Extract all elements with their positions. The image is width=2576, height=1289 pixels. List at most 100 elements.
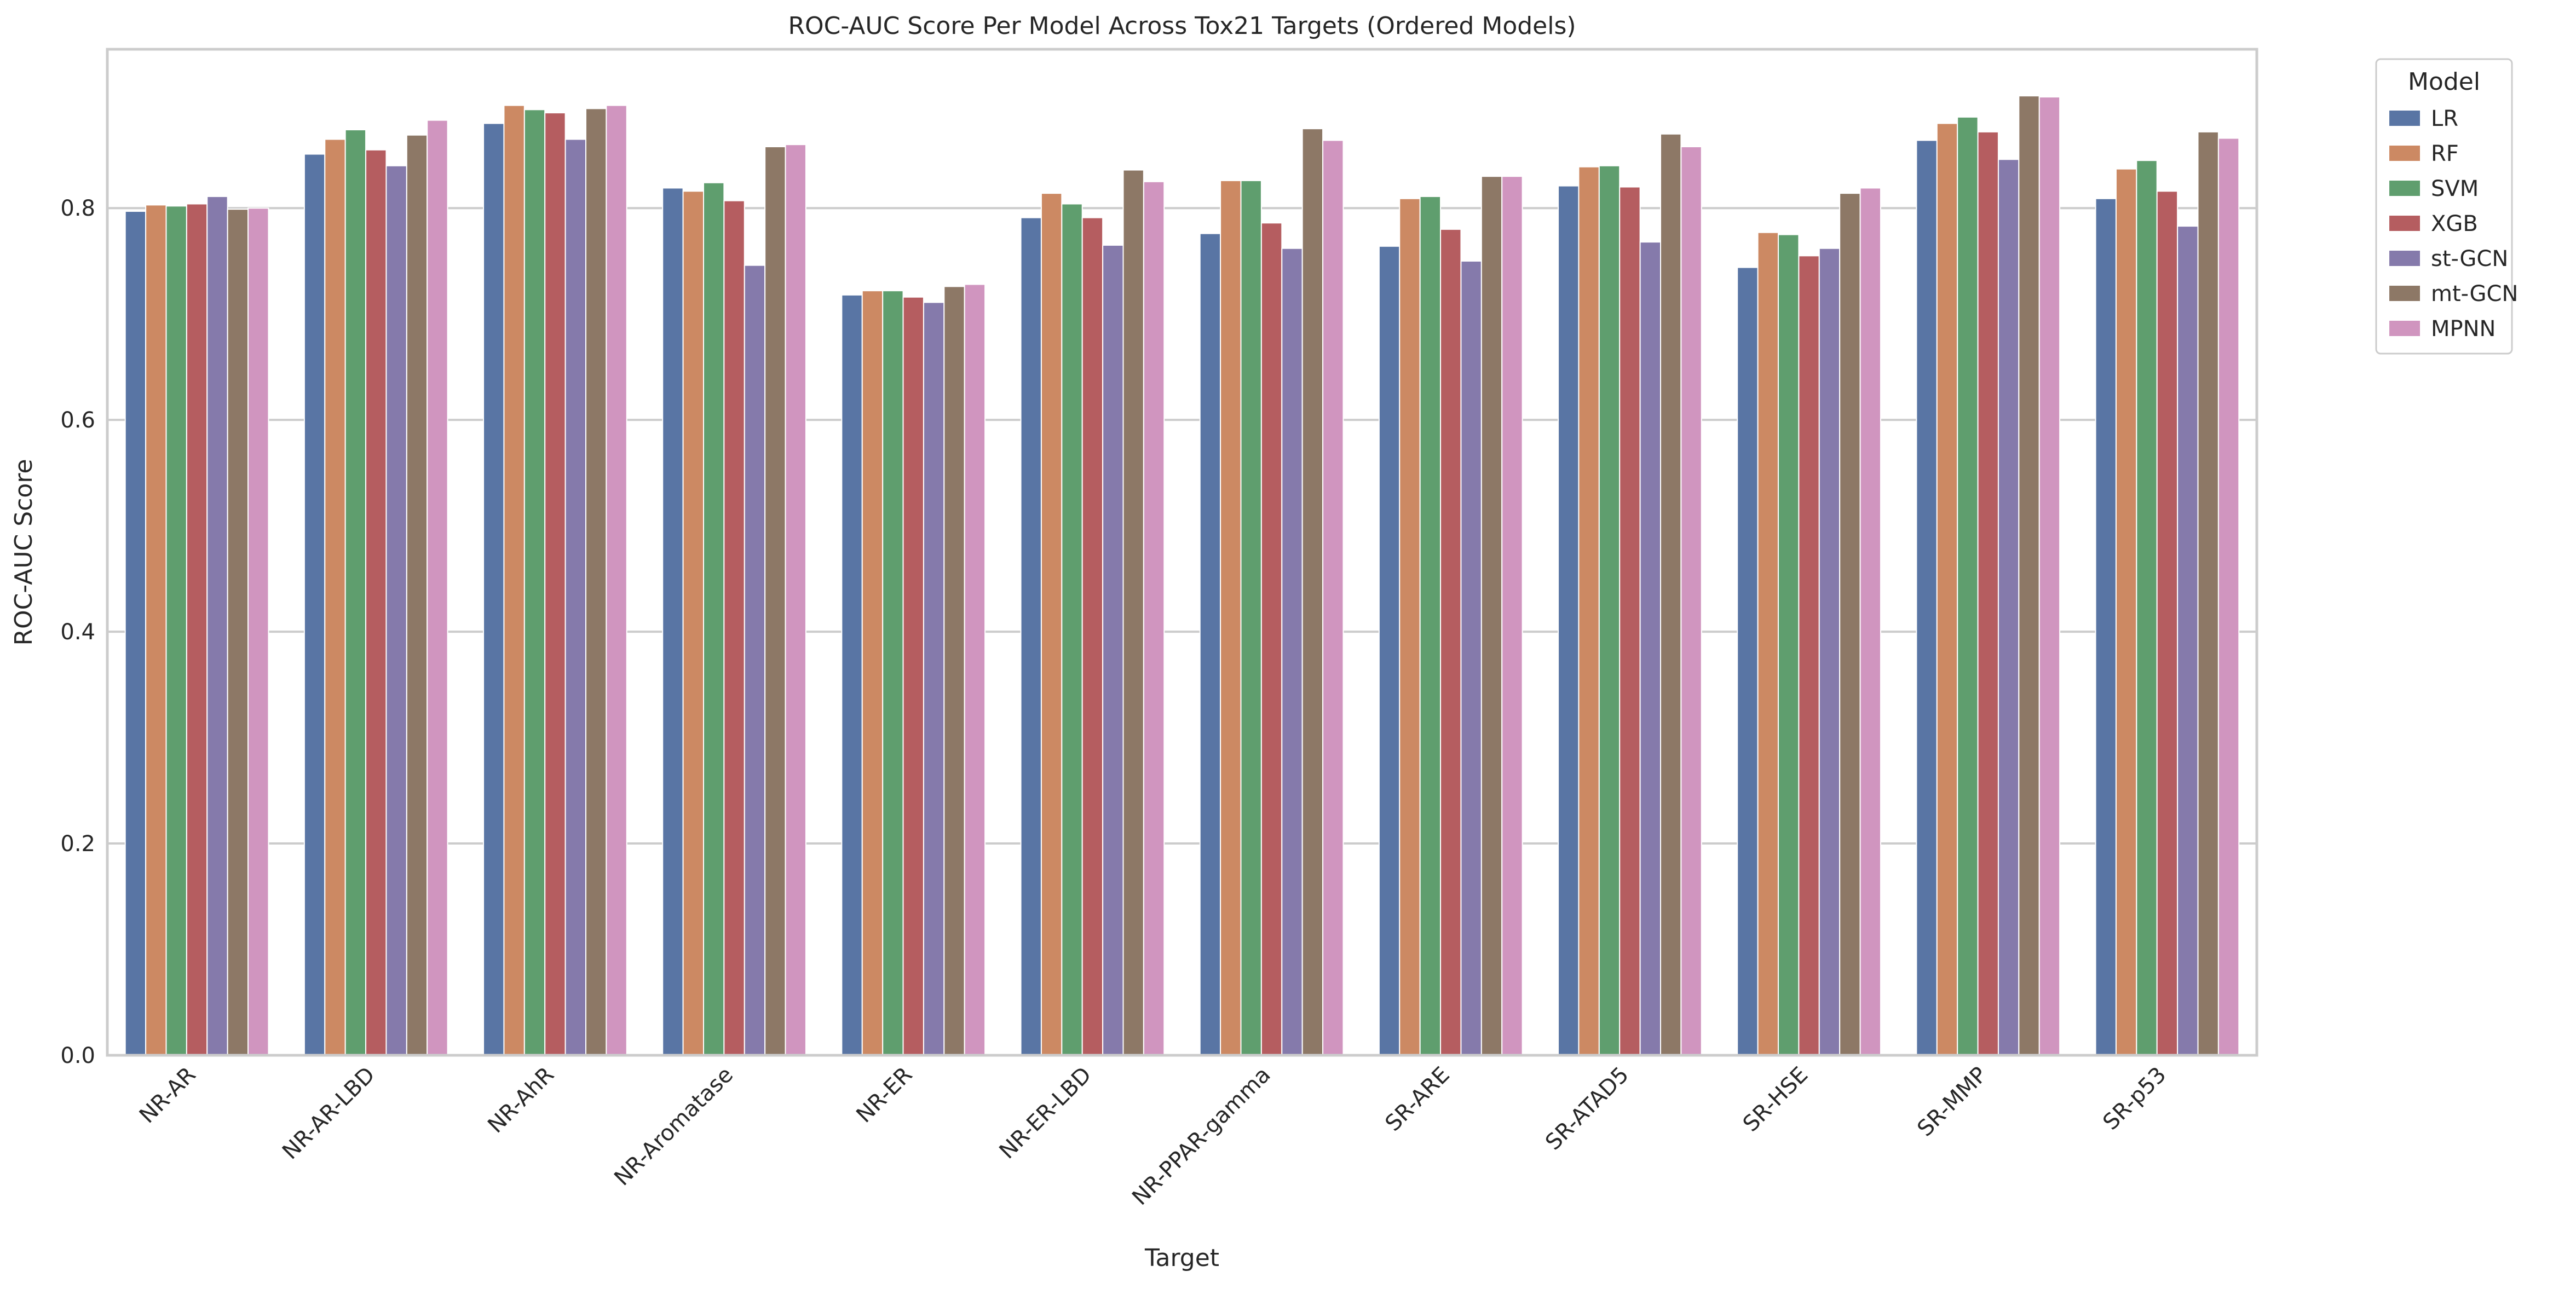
y-tick-label: 0.4 [60,620,95,645]
y-axis-label: ROC-AUC Score [10,459,38,645]
bar-SVM-SR-p53 [2136,160,2158,1056]
bar-MPNN-NR-ER [964,284,986,1056]
legend-swatch-st-GCN [2389,251,2420,266]
legend-label: XGB [2431,211,2478,236]
bar-st-GCN-SR-HSE [1818,247,1841,1056]
bar-RF-SR-MMP [1936,123,1958,1056]
bar-st-GCN-NR-ER [923,302,945,1056]
bar-SVM-NR-AR-LBD [344,129,367,1056]
legend-label: MPNN [2431,316,2496,342]
bar-XGB-SR-HSE [1798,255,1820,1056]
bar-LR-NR-AR [124,211,147,1056]
bar-SVM-SR-MMP [1957,116,1979,1056]
bar-LR-SR-HSE [1737,267,1759,1056]
legend-label: SVM [2431,176,2479,201]
bar-LR-NR-ER [841,294,863,1056]
y-tick-label: 0.2 [60,831,95,857]
bar-SVM-SR-HSE [1777,234,1800,1056]
bar-RF-NR-Aromatase [682,190,704,1056]
bar-MPNN-SR-HSE [1859,187,1881,1056]
bar-LR-SR-ATAD5 [1558,185,1580,1056]
bar-XGB-NR-Aromatase [723,200,745,1056]
bar-st-GCN-SR-MMP [1997,159,2020,1056]
bar-mt-GCN-NR-AhR [585,108,607,1056]
bar-LR-NR-Aromatase [662,187,684,1056]
bar-RF-SR-p53 [2115,168,2137,1056]
bar-SVM-SR-ARE [1419,195,1442,1056]
bar-RF-NR-PPAR-gamma [1220,180,1242,1056]
legend-swatch-MPNN [2389,321,2420,336]
bar-XGB-NR-AR-LBD [365,149,387,1056]
bar-MPNN-NR-ER-LBD [1143,181,1165,1056]
bar-XGB-SR-ATAD5 [1619,186,1641,1056]
legend-items: LR RF SVM XGB st-GCN mt-GCN MPNN [2389,106,2518,342]
bar-SVM-NR-ER [882,290,904,1056]
bar-LR-SR-MMP [1916,140,1938,1056]
bar-SVM-SR-ATAD5 [1598,165,1621,1056]
bar-SVM-NR-PPAR-gamma [1240,180,1262,1056]
bar-mt-GCN-NR-AR [227,209,249,1056]
bar-mt-GCN-NR-ER-LBD [1122,169,1144,1056]
bar-LR-NR-PPAR-gamma [1199,233,1221,1056]
bar-LR-SR-ARE [1378,245,1401,1056]
bar-st-GCN-SR-p53 [2177,226,2199,1056]
legend: Model LR RF SVM XGB st-GCN mt-GCN MPNN [2375,58,2518,355]
x-axis-label: Target [1144,1244,1219,1272]
bar-mt-GCN-SR-p53 [2197,131,2219,1056]
bar-st-GCN-NR-ER-LBD [1102,244,1124,1056]
legend-label: RF [2431,141,2459,166]
bar-XGB-NR-ER-LBD [1081,217,1104,1056]
bar-RF-NR-AR [145,204,167,1056]
legend-title: Model [2408,68,2480,96]
bar-mt-GCN-SR-HSE [1839,193,1861,1056]
bar-XGB-SR-p53 [2156,190,2179,1056]
bar-MPNN-NR-AhR [606,105,627,1056]
legend-label: mt-GCN [2431,281,2518,307]
bar-XGB-NR-AR [186,203,208,1056]
bar-XGB-SR-MMP [1977,131,1999,1056]
legend-box [2375,58,2513,355]
bar-SVM-NR-ER-LBD [1061,203,1083,1056]
bar-RF-SR-ARE [1399,198,1421,1056]
bar-LR-SR-p53 [2095,198,2117,1056]
bar-SVM-NR-AhR [523,109,546,1056]
bar-RF-NR-AhR [503,105,525,1056]
bar-SVM-NR-Aromatase [702,182,725,1056]
bar-MPNN-SR-ARE [1501,176,1523,1056]
y-tick-label: 0.0 [60,1043,95,1068]
bar-mt-GCN-SR-ARE [1480,176,1503,1056]
plot-frame [106,48,2258,1057]
bar-MPNN-SR-p53 [2217,137,2240,1056]
bar-XGB-NR-ER [902,296,924,1056]
bar-mt-GCN-SR-MMP [2018,95,2040,1056]
bar-st-GCN-NR-AR [206,195,228,1056]
legend-swatch-XGB [2389,216,2420,231]
bar-mt-GCN-NR-ER [943,286,965,1056]
y-tick-label: 0.8 [60,196,95,221]
bar-RF-SR-HSE [1757,232,1779,1056]
bar-RF-NR-ER-LBD [1040,193,1063,1056]
legend-swatch-SVM [2389,181,2420,196]
bar-st-GCN-NR-AR-LBD [385,165,407,1056]
bar-RF-SR-ATAD5 [1578,166,1600,1056]
bar-st-GCN-SR-ARE [1460,260,1482,1056]
bar-MPNN-SR-MMP [2038,96,2061,1056]
bar-LR-NR-AR-LBD [303,153,326,1056]
bar-st-GCN-SR-ATAD5 [1639,241,1662,1056]
bar-SVM-NR-AR [165,205,187,1056]
bar-XGB-NR-PPAR-gamma [1260,222,1283,1056]
bar-XGB-NR-AhR [544,112,566,1056]
bar-MPNN-NR-PPAR-gamma [1322,140,1344,1056]
bar-mt-GCN-NR-PPAR-gamma [1301,128,1324,1056]
legend-swatch-mt-GCN [2389,286,2420,301]
bar-st-GCN-NR-PPAR-gamma [1281,247,1303,1056]
legend-swatch-RF [2389,146,2420,161]
y-axis-ticks: 0.0 0.2 0.4 0.6 0.8 [60,196,95,1068]
bar-XGB-SR-ARE [1440,228,1462,1056]
chart-title: ROC-AUC Score Per Model Across Tox21 Tar… [788,12,1576,40]
bar-st-GCN-NR-Aromatase [744,264,766,1056]
bar-MPNN-NR-AR [247,207,269,1056]
y-tick-label: 0.6 [60,408,95,433]
bar-RF-NR-AR-LBD [324,138,346,1056]
bar-MPNN-NR-AR-LBD [427,119,448,1056]
